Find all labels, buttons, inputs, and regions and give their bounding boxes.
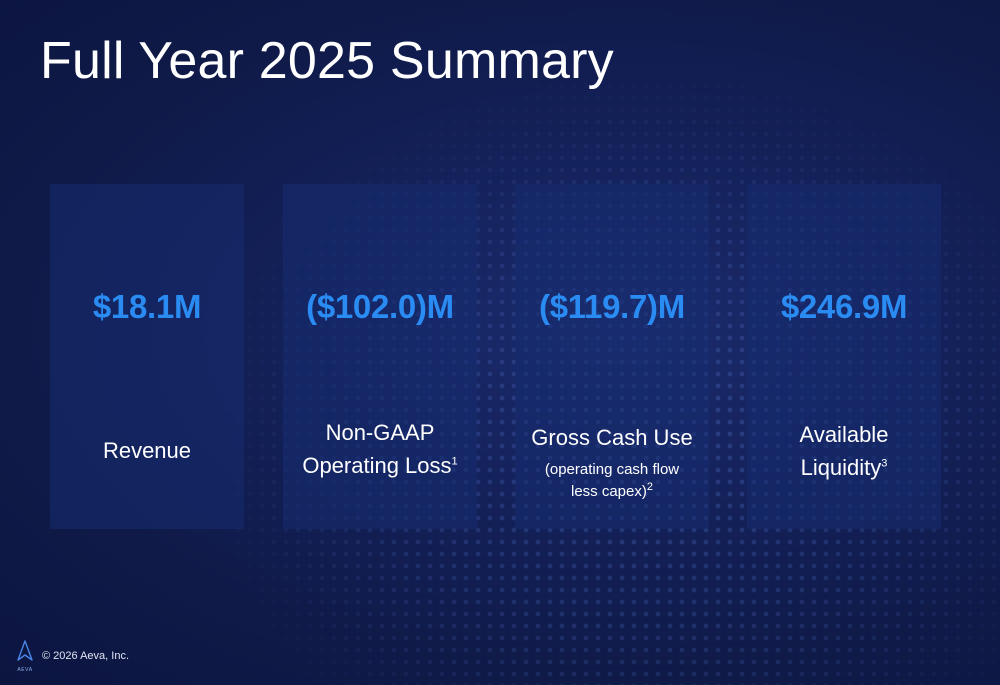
copyright-footer: © 2026 Aeva, Inc. [42,650,129,662]
page-title: Full Year 2025 Summary [40,32,614,90]
card-operating-loss: ($102.0)M Non-GAAP Operating Loss1 [283,184,477,529]
card-revenue: $18.1M Revenue [50,184,244,529]
aeva-logo-icon: AEVA [17,640,33,673]
liquidity-label-line1: Available [799,422,889,447]
liquidity-value: $246.9M [780,288,908,325]
liquidity-label-line2: Liquidity [800,455,882,480]
operating-loss-label-line1: Non-GAAP [325,420,435,445]
gross-cash-use-label: Gross Cash Use [531,425,693,450]
operating-loss-label-line2: Operating Loss [302,453,452,478]
revenue-label: Revenue [102,438,192,463]
revenue-value: $18.1M [92,288,202,325]
gross-cash-use-sub-line2: less capex) [571,482,647,500]
gross-cash-use-sub-line1: (operating cash flow [544,461,680,478]
gross-cash-use-value: ($119.7)M [539,288,685,325]
footnote-marker-1: 1 [451,455,458,468]
operating-loss-value: ($102.0)M [306,288,454,325]
footnote-marker-2: 2 [646,480,653,493]
logo-text: AEVA [17,667,32,673]
footnote-marker-3: 3 [881,457,888,470]
liquidity-label: Available Liquidity3 [751,418,937,484]
operating-loss-label: Non-GAAP Operating Loss1 [287,416,473,482]
card-gross-cash-use: ($119.7)M Gross Cash Use (operating cash… [515,184,709,529]
card-available-liquidity: $246.9M Available Liquidity3 [747,184,941,529]
gross-cash-use-subtext: (operating cash flow less capex)2 [519,459,705,503]
